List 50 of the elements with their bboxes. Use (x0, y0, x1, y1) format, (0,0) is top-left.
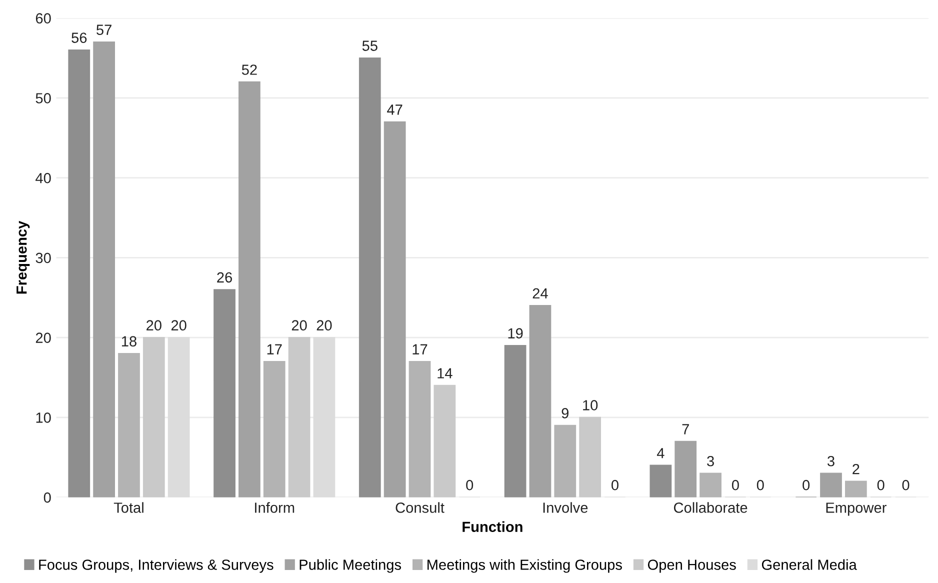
data-label: 17 (267, 344, 282, 354)
y-tick-label: 40 (36, 172, 51, 184)
data-label: 19 (508, 328, 523, 338)
data-label: 4 (656, 448, 664, 458)
data-label: 17 (412, 344, 428, 354)
data-label: 10 (583, 400, 598, 410)
data-label: 7 (682, 424, 689, 434)
data-label: 0 (802, 480, 810, 490)
data-label: 20 (292, 320, 307, 331)
data-label: 3 (828, 456, 834, 466)
y-tick-label: 30 (36, 252, 51, 264)
y-tick-label: 10 (36, 412, 51, 423)
y-tick-label: 20 (36, 332, 51, 343)
data-label: 18 (122, 336, 136, 346)
x-tick-label: Total (114, 502, 144, 513)
data-label: 3 (707, 456, 714, 466)
data-label: 57 (96, 24, 112, 35)
data-label: 0 (612, 480, 618, 490)
data-label: 20 (316, 320, 332, 331)
y-tick-label: 60 (36, 13, 51, 24)
data-label: 0 (466, 480, 474, 490)
data-label: 24 (532, 288, 548, 298)
data-label: 56 (72, 32, 87, 43)
x-tick-label: Consult (396, 502, 444, 513)
x-tick-label: Inform (255, 502, 294, 513)
data-label: 2 (852, 464, 860, 474)
data-label: 0 (756, 480, 764, 490)
data-label: 55 (362, 40, 378, 51)
x-tick-label: Involve (543, 502, 588, 513)
x-tick-label: Empower (826, 502, 886, 516)
data-label: 52 (242, 64, 257, 75)
x-axis-title: Function (462, 521, 522, 532)
legend-label: Public Meetings (300, 559, 402, 573)
data-label: 0 (877, 480, 884, 490)
data-label: 9 (562, 408, 569, 418)
data-label: 20 (171, 320, 186, 331)
legend-label: Open Houses (648, 560, 736, 573)
data-label: 0 (732, 480, 739, 490)
data-label: 47 (387, 104, 402, 115)
y-axis-title: Frequency (16, 220, 30, 294)
data-label: 26 (217, 272, 232, 283)
data-label: 14 (438, 368, 452, 378)
legend-label: Focus Groups, Interviews & Surveys (39, 559, 274, 573)
y-tick-label: 50 (36, 93, 51, 104)
legend-label: General Media (762, 559, 857, 570)
data-label: 0 (902, 480, 910, 490)
data-label: 20 (146, 320, 162, 331)
x-tick-label: Collaborate (674, 502, 748, 513)
y-tick-label: 0 (44, 492, 51, 503)
legend-label: Meetings with Existing Groups (428, 559, 622, 573)
